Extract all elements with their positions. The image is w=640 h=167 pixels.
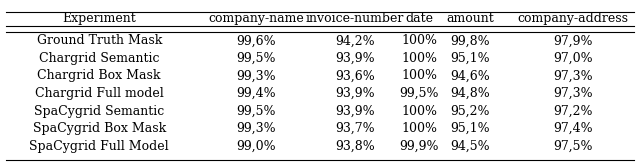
Text: 100%: 100%	[401, 69, 437, 82]
Text: 99,5%: 99,5%	[236, 105, 276, 118]
Text: 93,7%: 93,7%	[335, 122, 375, 135]
Text: 93,6%: 93,6%	[335, 69, 375, 82]
Text: Ground Truth Mask: Ground Truth Mask	[36, 34, 162, 47]
Text: 99,5%: 99,5%	[399, 87, 439, 100]
Text: 100%: 100%	[401, 34, 437, 47]
Text: 95,1%: 95,1%	[451, 122, 490, 135]
Text: 94,6%: 94,6%	[451, 69, 490, 82]
Text: 93,9%: 93,9%	[335, 52, 375, 65]
Text: 94,2%: 94,2%	[335, 34, 375, 47]
Text: 94,5%: 94,5%	[451, 140, 490, 153]
Text: SpaCygrid Full Model: SpaCygrid Full Model	[29, 140, 169, 153]
Text: 94,8%: 94,8%	[451, 87, 490, 100]
Text: company-name: company-name	[208, 12, 304, 25]
Text: 99,9%: 99,9%	[399, 140, 439, 153]
Text: 93,9%: 93,9%	[335, 87, 375, 100]
Text: 100%: 100%	[401, 105, 437, 118]
Text: 99,4%: 99,4%	[236, 87, 276, 100]
Text: 97,3%: 97,3%	[553, 69, 593, 82]
Text: 99,3%: 99,3%	[236, 69, 276, 82]
Text: date: date	[405, 12, 433, 25]
Text: 97,0%: 97,0%	[553, 52, 593, 65]
Text: 93,9%: 93,9%	[335, 105, 375, 118]
Text: 95,1%: 95,1%	[451, 52, 490, 65]
Text: 99,8%: 99,8%	[451, 34, 490, 47]
Text: SpaCygrid Semantic: SpaCygrid Semantic	[34, 105, 164, 118]
Text: 99,5%: 99,5%	[236, 52, 276, 65]
Text: 97,2%: 97,2%	[553, 105, 593, 118]
Text: Chargrid Semantic: Chargrid Semantic	[39, 52, 159, 65]
Text: 97,3%: 97,3%	[553, 87, 593, 100]
Text: 99,0%: 99,0%	[236, 140, 276, 153]
Text: 99,6%: 99,6%	[236, 34, 276, 47]
Text: 97,5%: 97,5%	[553, 140, 593, 153]
Text: 95,2%: 95,2%	[451, 105, 490, 118]
Text: Experiment: Experiment	[62, 12, 136, 25]
Text: 100%: 100%	[401, 122, 437, 135]
Text: SpaCygrid Box Mask: SpaCygrid Box Mask	[33, 122, 166, 135]
Text: 93,8%: 93,8%	[335, 140, 375, 153]
Text: Chargrid Full model: Chargrid Full model	[35, 87, 164, 100]
Text: 97,9%: 97,9%	[553, 34, 593, 47]
Text: 97,4%: 97,4%	[553, 122, 593, 135]
Text: 100%: 100%	[401, 52, 437, 65]
Text: Chargrid Box Mask: Chargrid Box Mask	[38, 69, 161, 82]
Text: 99,3%: 99,3%	[236, 122, 276, 135]
Text: company-address: company-address	[517, 12, 628, 25]
Text: invoice-number: invoice-number	[306, 12, 404, 25]
Text: amount: amount	[447, 12, 494, 25]
